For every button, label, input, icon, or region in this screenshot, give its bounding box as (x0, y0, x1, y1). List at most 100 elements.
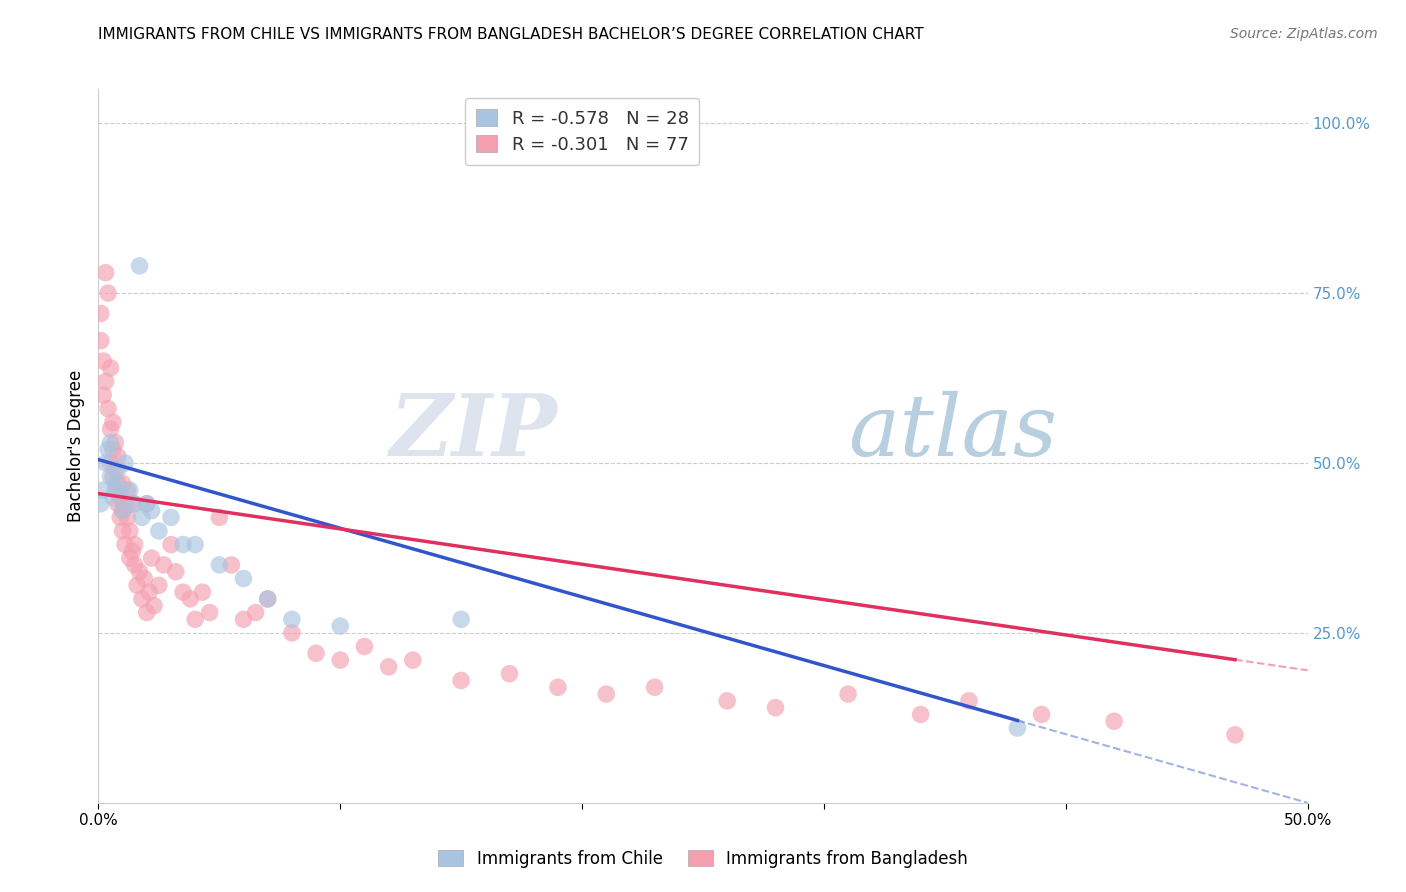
Point (94, 375, 117, 389)
Text: ZIP: ZIP (389, 390, 558, 474)
Point (94, 266, 117, 280)
Point (91, 388, 114, 402)
Point (547, 680, 569, 694)
Point (329, 653, 352, 667)
Point (121, 497, 143, 511)
Point (97, 442, 120, 457)
Point (232, 612, 254, 626)
Point (716, 694, 738, 708)
Point (91, 483, 114, 498)
Point (138, 585, 160, 599)
Point (305, 646, 328, 660)
Point (221, 558, 243, 572)
Point (97, 401, 120, 416)
Point (107, 476, 129, 491)
Point (100, 435, 122, 450)
Point (402, 653, 425, 667)
Point (111, 476, 134, 491)
Point (232, 572, 254, 586)
Point (135, 497, 157, 511)
Point (100, 469, 122, 483)
Point (100, 360, 122, 375)
Point (910, 707, 932, 722)
Point (208, 558, 231, 572)
Point (450, 673, 472, 688)
Text: IMMIGRANTS FROM CHILE VS IMMIGRANTS FROM BANGLADESH BACHELOR’S DEGREE CORRELATIO: IMMIGRANTS FROM CHILE VS IMMIGRANTS FROM… (98, 27, 924, 42)
Point (148, 524, 170, 538)
Point (101, 442, 124, 457)
Point (90, 334, 112, 348)
Legend: Immigrants from Chile, Immigrants from Bangladesh: Immigrants from Chile, Immigrants from B… (432, 844, 974, 875)
Point (128, 565, 150, 579)
Point (108, 483, 131, 498)
Point (1223, 728, 1246, 742)
Point (107, 463, 129, 477)
Point (108, 510, 131, 524)
Point (111, 503, 134, 517)
Point (595, 687, 617, 701)
Point (329, 619, 352, 633)
Point (191, 585, 214, 599)
Point (90, 306, 112, 320)
Point (117, 510, 139, 524)
Point (121, 544, 143, 558)
Point (644, 680, 666, 694)
Point (160, 537, 183, 551)
Point (124, 497, 146, 511)
Point (114, 456, 136, 470)
Point (1102, 714, 1125, 729)
Point (104, 483, 127, 498)
Point (104, 463, 127, 477)
Point (184, 537, 207, 551)
Point (118, 483, 141, 498)
Point (107, 449, 129, 463)
Point (118, 524, 141, 538)
Point (97, 286, 120, 301)
Text: atlas: atlas (848, 391, 1057, 473)
Point (256, 591, 278, 606)
Point (1031, 707, 1053, 722)
Point (101, 415, 124, 429)
Point (377, 660, 399, 674)
Point (450, 612, 472, 626)
Point (281, 626, 304, 640)
Point (104, 476, 127, 491)
Point (108, 490, 131, 504)
Point (141, 503, 163, 517)
Point (100, 456, 122, 470)
Point (148, 578, 170, 592)
Point (1007, 721, 1029, 735)
Point (179, 591, 201, 606)
Point (135, 497, 157, 511)
Point (353, 640, 375, 654)
Point (124, 558, 146, 572)
Point (184, 612, 207, 626)
Point (208, 510, 231, 524)
Point (101, 490, 124, 504)
Point (957, 694, 980, 708)
Point (127, 578, 149, 592)
Point (165, 565, 187, 579)
Point (765, 700, 787, 714)
Point (114, 497, 136, 511)
Legend: R = -0.578   N = 28, R = -0.301   N = 77: R = -0.578 N = 28, R = -0.301 N = 77 (465, 98, 699, 165)
Point (837, 687, 859, 701)
Point (91, 354, 114, 368)
Point (172, 585, 194, 599)
Point (104, 435, 127, 450)
Y-axis label: Bachelor's Degree: Bachelor's Degree (66, 370, 84, 522)
Point (117, 483, 139, 498)
Point (128, 259, 150, 273)
Point (100, 422, 122, 436)
Point (118, 551, 141, 566)
Point (107, 497, 129, 511)
Point (101, 469, 124, 483)
Point (134, 572, 156, 586)
Point (94, 456, 117, 470)
Point (135, 606, 157, 620)
Point (131, 591, 153, 606)
Point (143, 599, 166, 613)
Point (131, 510, 153, 524)
Text: Source: ZipAtlas.com: Source: ZipAtlas.com (1230, 27, 1378, 41)
Point (114, 537, 136, 551)
